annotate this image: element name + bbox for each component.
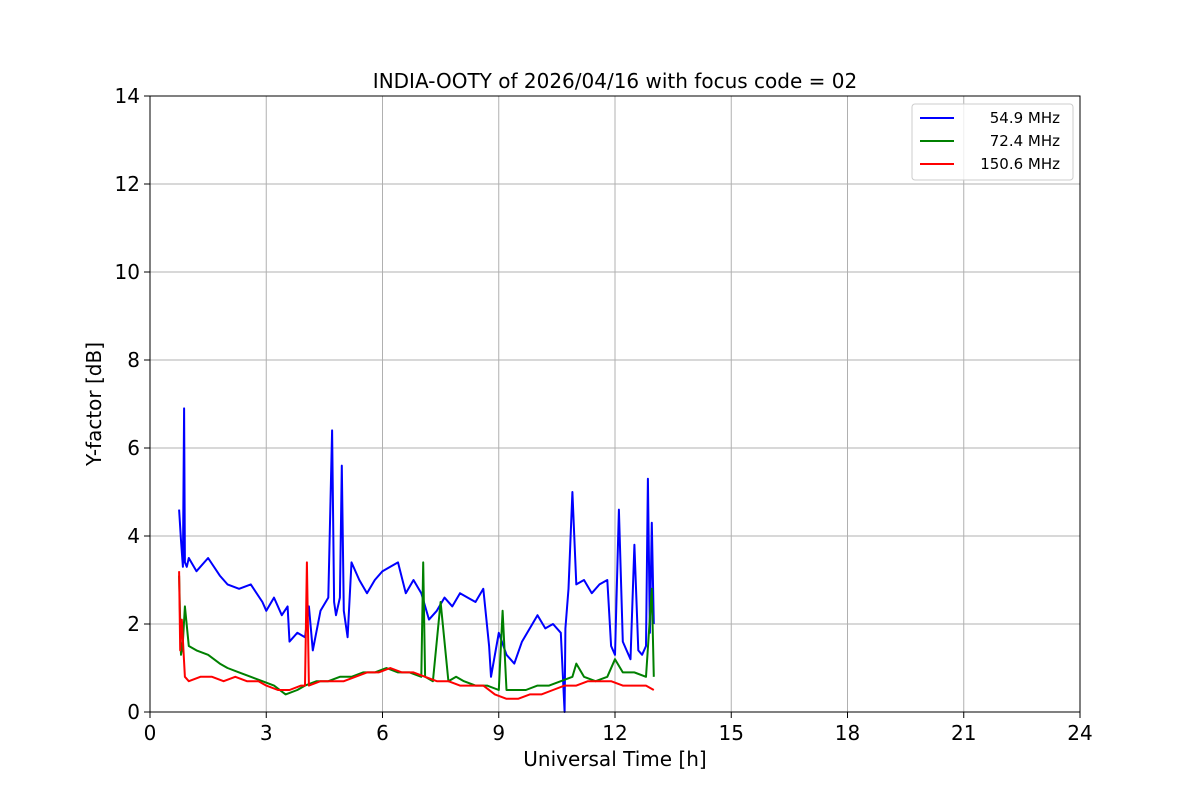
x-axis-label: Universal Time [h] <box>523 747 706 771</box>
x-tick-label: 21 <box>951 721 976 745</box>
legend: 54.9 MHz 72.4 MHz 150.6 MHz <box>911 103 1074 181</box>
x-tick-label: 24 <box>1067 721 1092 745</box>
y-tick-label: 4 <box>127 524 140 548</box>
y-tick-label: 6 <box>127 436 140 460</box>
y-tick-label: 14 <box>115 84 140 108</box>
x-tick-label: 3 <box>260 721 273 745</box>
series-line-72-4-mhz <box>178 561 655 696</box>
legend-frame <box>911 103 1074 181</box>
x-tick-label: 0 <box>144 721 157 745</box>
legend-label: 54.9 MHz <box>990 109 1060 127</box>
x-tick-label: 18 <box>835 721 860 745</box>
x-tick-label: 15 <box>719 721 744 745</box>
series-line-54-9-mhz <box>178 407 655 713</box>
x-tick-label: 12 <box>602 721 627 745</box>
series-layer <box>178 407 655 713</box>
x-tick-label: 6 <box>376 721 389 745</box>
chart-title: INDIA-OOTY of 2026/04/16 with focus code… <box>373 69 857 93</box>
y-tick-label: 2 <box>127 612 140 636</box>
series-line-150-6-mhz <box>178 561 655 700</box>
y-tick-label: 8 <box>127 348 140 372</box>
y-tick-label: 12 <box>115 172 140 196</box>
legend-label: 72.4 MHz <box>990 132 1060 150</box>
y-tick-label: 0 <box>127 700 140 724</box>
x-tick-label: 9 <box>492 721 505 745</box>
y-tick-label: 10 <box>115 260 140 284</box>
legend-label: 150.6 MHz <box>980 155 1060 173</box>
y-axis-label: Y-factor [dB] <box>82 342 106 467</box>
